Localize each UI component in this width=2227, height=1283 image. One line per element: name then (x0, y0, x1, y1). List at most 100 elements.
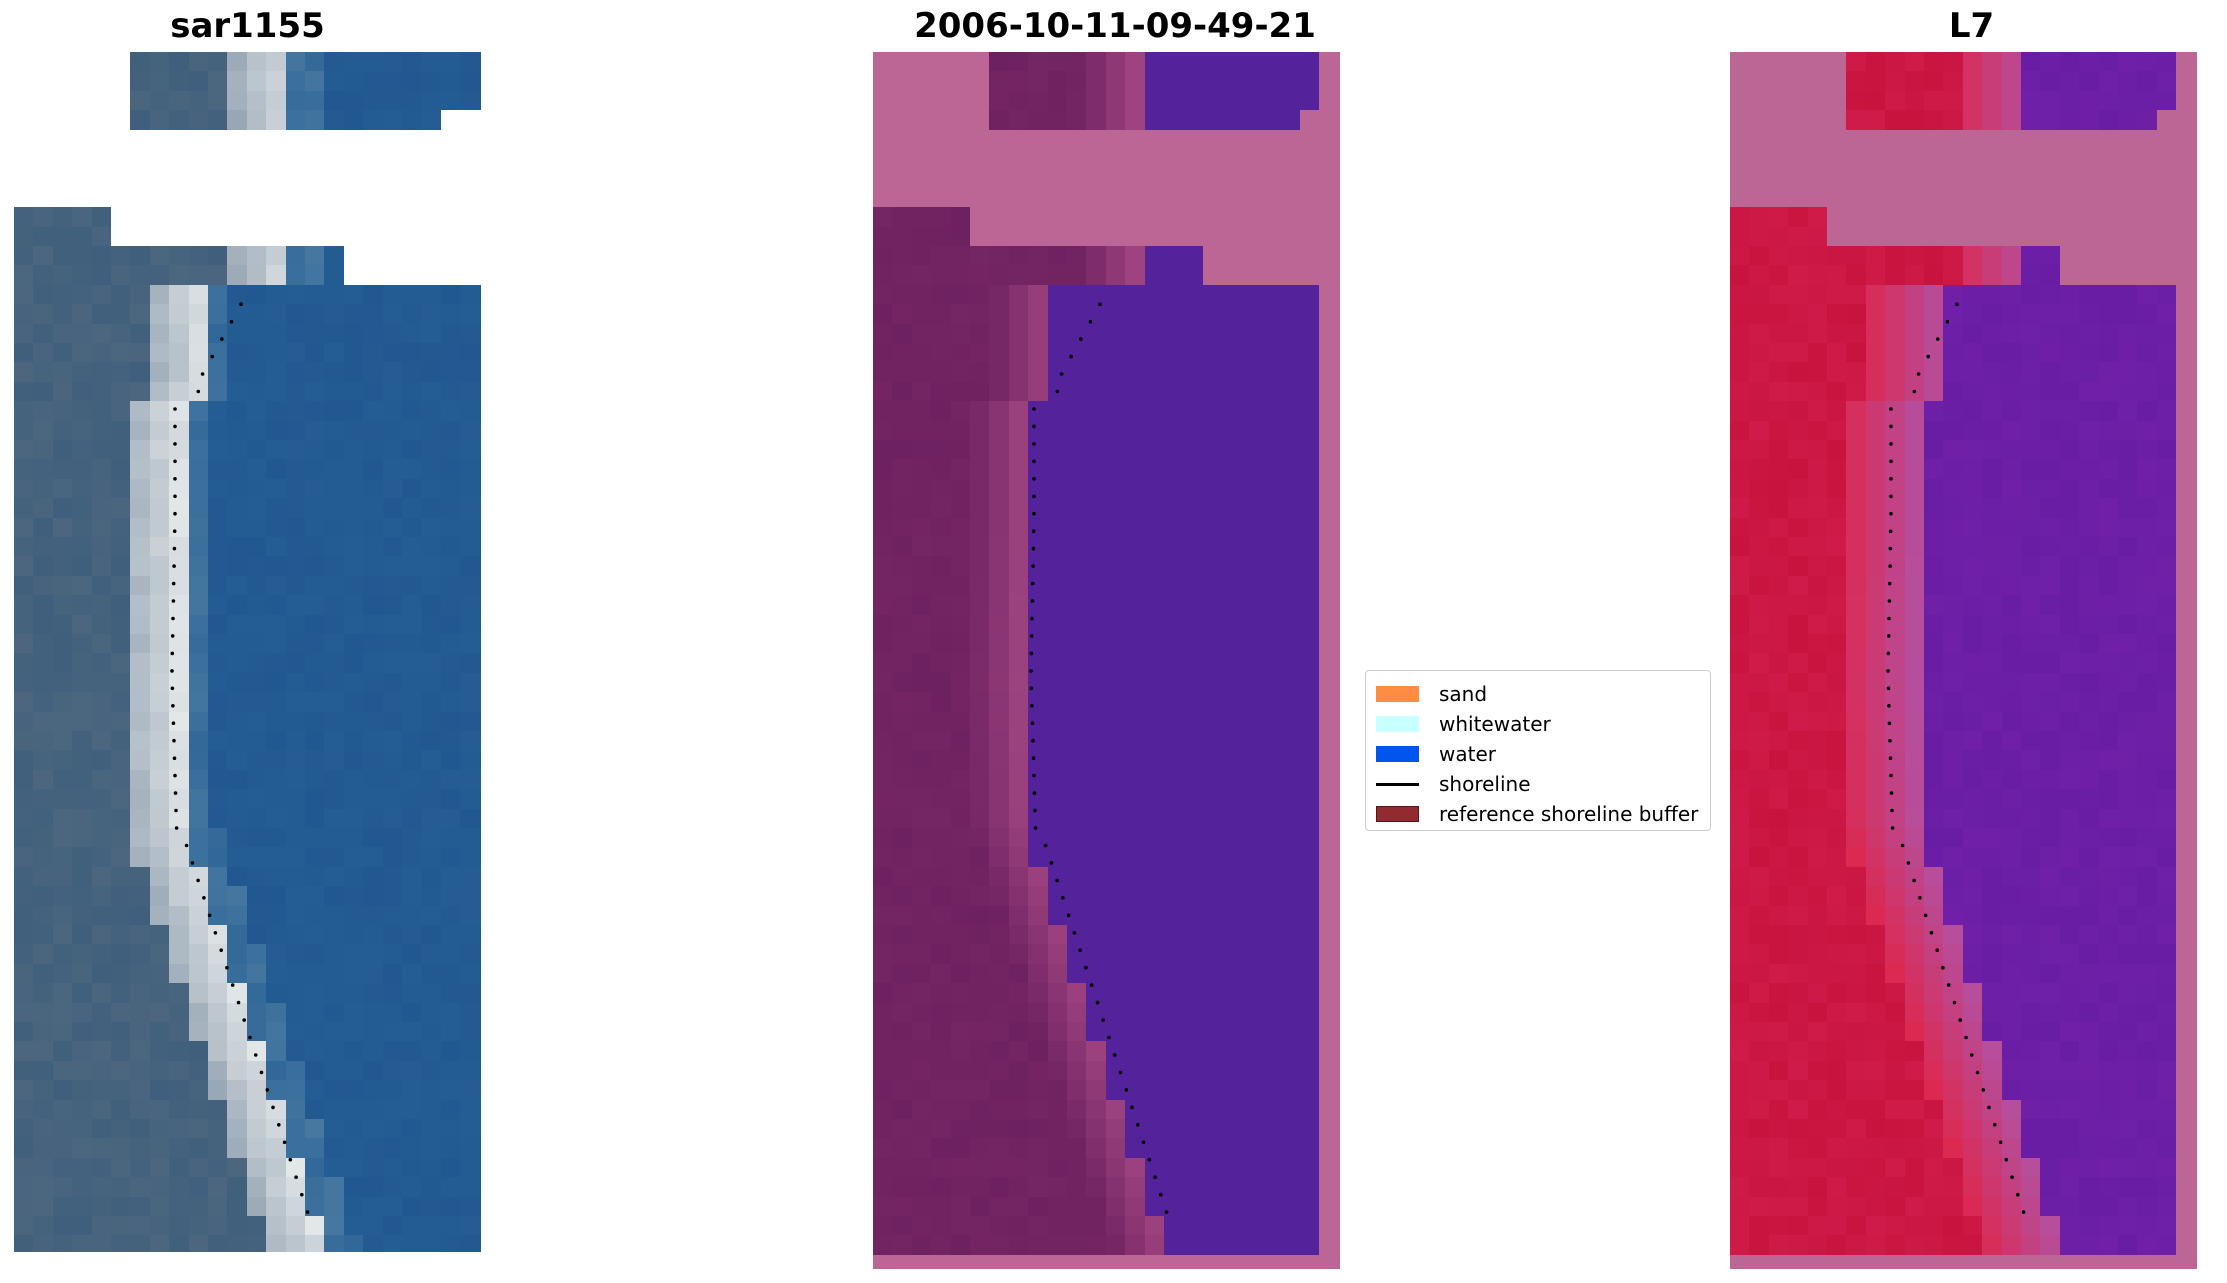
pixel-cell (149, 1119, 171, 1140)
pixel-cell (130, 459, 151, 480)
pixel-cell (72, 769, 93, 791)
pixel-cell (1749, 440, 1770, 461)
pixel-cell (931, 110, 952, 131)
pixel-cell (2137, 362, 2158, 383)
pixel-cell (266, 110, 287, 131)
pixel-cell (1183, 381, 1204, 403)
pixel-cell (1164, 440, 1185, 461)
pixel-cell (460, 265, 481, 286)
pixel-cell (1183, 769, 1204, 791)
pixel-cell (363, 420, 384, 441)
pixel-cell (111, 905, 132, 926)
pixel-cell (149, 284, 171, 306)
pixel-cell (1807, 983, 1828, 1004)
pixel-cell (227, 847, 248, 868)
pixel-cell (950, 925, 971, 946)
pixel-cell (285, 110, 306, 131)
pixel-cell (2118, 711, 2139, 732)
pixel-cell (130, 187, 151, 209)
pixel-cell (1241, 207, 1262, 228)
pixel-cell (169, 769, 190, 791)
pixel-cell (14, 1177, 35, 1198)
pixel-cell (111, 769, 132, 791)
pixel-cell (1768, 52, 1790, 73)
pixel-cell (1183, 420, 1204, 441)
pixel-cell (2001, 284, 2022, 306)
pixel-cell (169, 1196, 190, 1217)
pixel-cell (1982, 905, 2003, 926)
pixel-cell (305, 556, 326, 577)
pixel-cell (1982, 1099, 2003, 1120)
pixel-cell (343, 731, 365, 752)
pixel-cell (266, 381, 287, 403)
pixel-cell (421, 789, 442, 810)
pixel-cell (2040, 381, 2061, 403)
pixel-cell (169, 866, 190, 888)
pixel-cell (1299, 129, 1321, 150)
pixel-cell (2040, 828, 2061, 849)
pixel-cell (227, 614, 248, 635)
pixel-cell (130, 866, 151, 888)
pixel-cell (305, 362, 326, 383)
pixel-cell (149, 634, 171, 655)
pixel-cell (33, 983, 54, 1004)
pixel-cell (2079, 226, 2100, 247)
pixel-cell (440, 71, 462, 92)
pixel-cell (33, 246, 54, 267)
pixel-cell (873, 1157, 894, 1179)
pixel-cell (208, 440, 229, 461)
pixel-cell (1028, 207, 1049, 228)
pixel-cell (2176, 1022, 2197, 1043)
pixel-cell (1788, 653, 1809, 674)
pixel-cell (130, 983, 151, 1004)
pixel-cell (1768, 401, 1790, 422)
pixel-cell (911, 1002, 933, 1023)
pixel-cell (1885, 1119, 1906, 1140)
pixel-cell (1788, 478, 1809, 500)
pixel-cell (2021, 905, 2042, 926)
pixel-cell (1982, 614, 2003, 635)
pixel-cell (363, 1041, 384, 1062)
pixel-cell (1125, 517, 1146, 538)
pixel-cell (72, 265, 93, 286)
pixel-cell (2118, 323, 2139, 344)
pixel-cell (1028, 362, 1049, 383)
pixel-cell (208, 731, 229, 752)
pixel-cell (440, 1216, 462, 1237)
pixel-cell (1028, 711, 1049, 732)
pixel-cell (14, 692, 35, 713)
pixel-cell (2059, 207, 2081, 228)
pixel-cell (343, 1157, 365, 1179)
pixel-cell (2001, 692, 2022, 713)
pixel-cell (343, 886, 365, 907)
pixel-cell (2137, 90, 2158, 112)
pixel-cell (1904, 362, 1925, 383)
pixel-cell (14, 265, 35, 286)
pixel-cell (2098, 944, 2119, 965)
pixel-cell (1846, 1022, 1867, 1043)
pixel-cell (188, 187, 209, 209)
pixel-cell (421, 634, 442, 655)
pixel-cell (285, 362, 306, 383)
pixel-cell (970, 478, 991, 500)
index-image-panel (1730, 52, 2213, 1269)
pixel-cell (1982, 246, 2003, 267)
pixel-cell (2156, 1041, 2178, 1062)
pixel-cell (1962, 149, 1984, 170)
pixel-cell (970, 1080, 991, 1101)
pixel-cell (52, 556, 74, 577)
pixel-cell (324, 692, 345, 713)
pixel-cell (402, 323, 423, 344)
pixel-cell (2137, 866, 2158, 888)
pixel-cell (1924, 90, 1945, 112)
pixel-cell (1749, 828, 1770, 849)
pixel-cell (1788, 614, 1809, 635)
pixel-cell (1241, 420, 1262, 441)
pixel-cell (931, 1216, 952, 1237)
pixel-cell (188, 498, 209, 519)
pixel-cell (343, 634, 365, 655)
pixel-cell (1028, 886, 1049, 907)
pixel-cell (363, 614, 384, 635)
pixel-cell (1125, 847, 1146, 868)
pixel-cell (873, 731, 894, 752)
